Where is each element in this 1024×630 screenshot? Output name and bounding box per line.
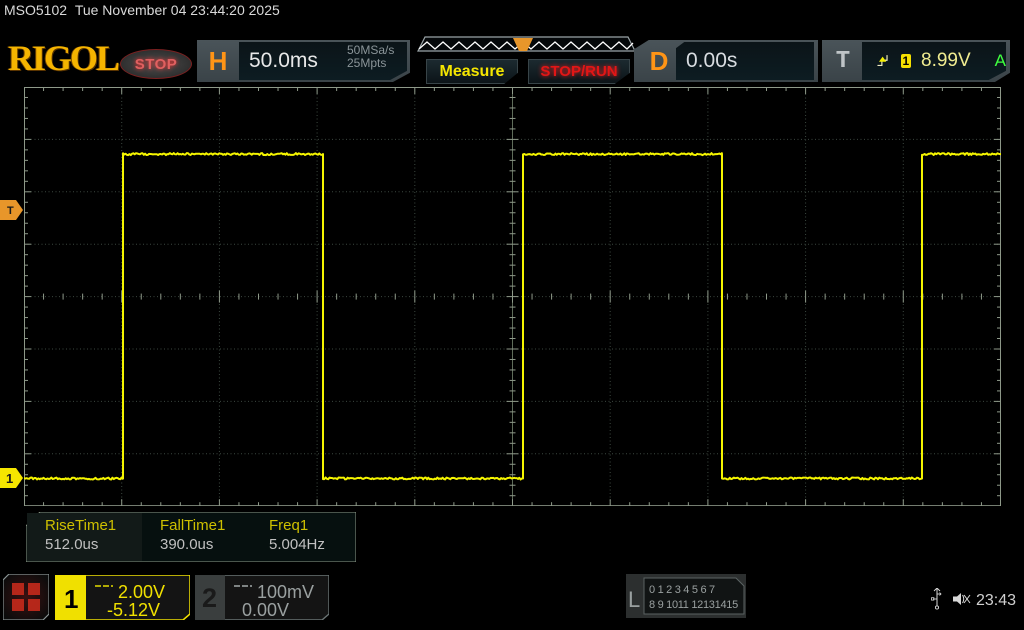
svg-text:8 9 1011 12131415: 8 9 1011 12131415 bbox=[649, 599, 738, 611]
svg-text:0 1 2 3 4 5 6 7: 0 1 2 3 4 5 6 7 bbox=[649, 584, 715, 596]
svg-text:2.00V: 2.00V bbox=[118, 582, 165, 602]
svg-text:-5.12V: -5.12V bbox=[107, 600, 160, 620]
svg-text:L: L bbox=[628, 587, 640, 612]
svg-text:1: 1 bbox=[64, 584, 78, 614]
svg-text:100mV: 100mV bbox=[257, 582, 314, 602]
svg-text:0.00V: 0.00V bbox=[242, 600, 289, 620]
svg-text:T: T bbox=[7, 205, 14, 217]
svg-text:1: 1 bbox=[6, 471, 13, 486]
svg-text:2: 2 bbox=[202, 583, 217, 613]
